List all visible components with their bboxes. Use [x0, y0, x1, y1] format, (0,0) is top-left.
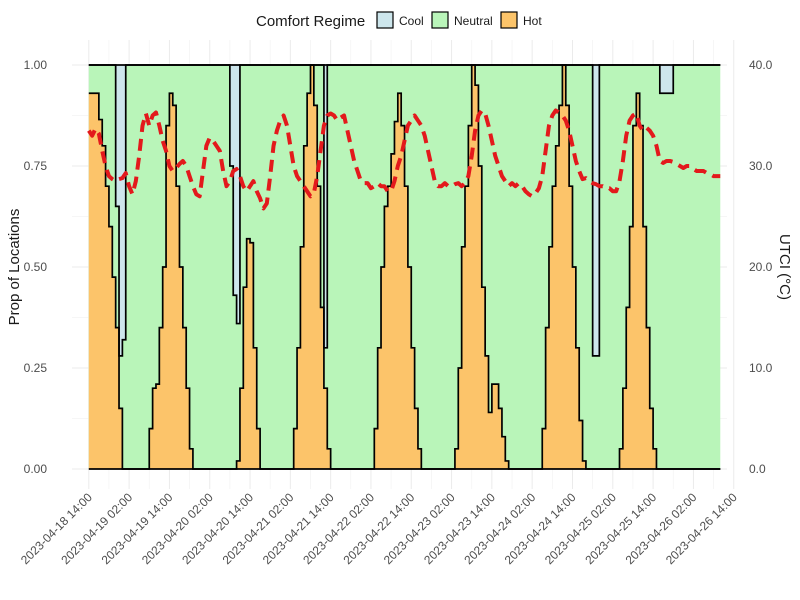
x-tick-label: 2023-04-26 02:00	[623, 490, 700, 567]
legend-title: Comfort Regime	[256, 13, 365, 30]
x-tick-label: 2023-04-24 02:00	[461, 490, 538, 567]
y-axis-title: Prop of Locations	[6, 209, 23, 326]
x-tick-label: 2023-04-21 14:00	[260, 490, 337, 567]
legend: Comfort Regime Cool Neutral Hot	[256, 11, 542, 30]
y-tick-label: 0.50	[24, 260, 48, 274]
x-tick-label: 2023-04-18 14:00	[18, 490, 95, 567]
y-axis-left: 0.00 0.25 0.50 0.75 1.00	[24, 58, 48, 476]
y2-axis-title: UTCI (°C)	[776, 234, 793, 300]
x-tick-label: 2023-04-23 14:00	[421, 490, 498, 567]
x-tick-label: 2023-04-22 14:00	[340, 490, 417, 567]
y2-tick-label: 10.0	[749, 361, 773, 375]
y-tick-label: 1.00	[24, 58, 48, 72]
legend-swatch-neutral	[431, 11, 449, 29]
utci-line	[87, 108, 721, 211]
y-axis-right: 0.0 10.0 20.0 30.0 40.0	[749, 58, 773, 476]
stacked-areas	[88, 64, 721, 470]
legend-label-neutral: Neutral	[454, 14, 493, 28]
legend-swatch-hot	[500, 11, 518, 29]
legend-label-hot: Hot	[523, 14, 542, 28]
x-tick-label: 2023-04-21 02:00	[220, 490, 297, 567]
legend-swatch-cool	[376, 11, 394, 29]
y-tick-label: 0.75	[24, 159, 48, 173]
y-tick-label: 0.25	[24, 361, 48, 375]
utci-line-layer	[87, 108, 721, 211]
x-tick-label: 2023-04-26 14:00	[663, 490, 740, 567]
y2-tick-label: 20.0	[749, 260, 773, 274]
x-tick-label: 2023-04-19 14:00	[99, 490, 176, 567]
y2-tick-label: 0.0	[749, 462, 766, 476]
x-tick-label: 2023-04-20 14:00	[179, 490, 256, 567]
x-tick-label: 2023-04-24 14:00	[502, 490, 579, 567]
x-tick-label: 2023-04-19 02:00	[58, 490, 135, 567]
x-tick-label: 2023-04-23 02:00	[381, 490, 458, 567]
x-tick-label: 2023-04-20 02:00	[139, 490, 216, 567]
x-tick-label: 2023-04-25 02:00	[542, 490, 619, 567]
area-cool	[88, 65, 721, 356]
y-tick-label: 0.00	[24, 462, 48, 476]
y2-tick-label: 40.0	[749, 58, 773, 72]
area-hot	[88, 65, 721, 469]
x-tick-label: 2023-04-25 14:00	[582, 490, 659, 567]
legend-label-cool: Cool	[399, 14, 424, 28]
y2-tick-label: 30.0	[749, 159, 773, 173]
x-tick-label: 2023-04-22 02:00	[300, 490, 377, 567]
